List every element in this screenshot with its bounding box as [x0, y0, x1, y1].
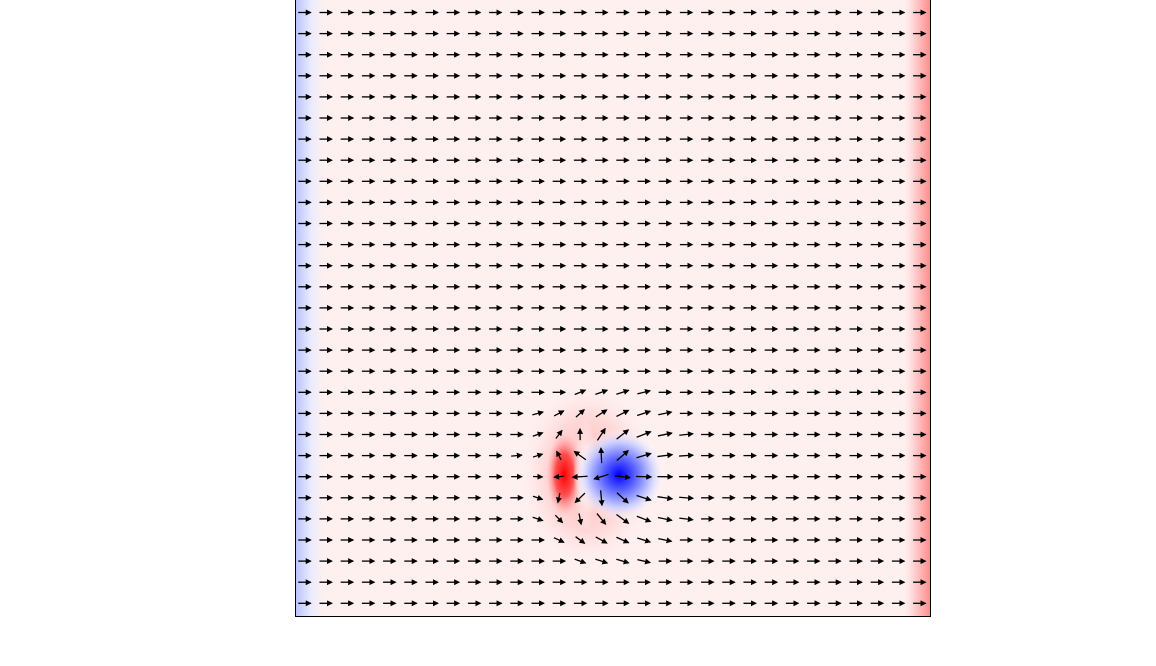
field-arrow [553, 473, 564, 480]
field-arrow [636, 473, 653, 480]
field-arrow [553, 537, 565, 543]
field-arrow [657, 452, 674, 459]
field-arrow [636, 430, 652, 438]
field-arrow [574, 558, 587, 565]
field-arrow [598, 447, 605, 464]
field-arrow [555, 429, 563, 439]
field-arrow [553, 410, 565, 417]
field-arrow [658, 410, 673, 416]
field-arrow [596, 513, 607, 525]
field-arrow [511, 452, 523, 459]
field-arrow [556, 450, 562, 461]
field-arrow [616, 536, 630, 544]
vector-field-plot [295, 0, 931, 617]
field-arrow [636, 452, 652, 459]
field-arrow [598, 490, 605, 507]
field-arrow [679, 452, 695, 459]
field-arrow [616, 558, 630, 565]
field-arrow [679, 516, 694, 523]
field-arrow [679, 494, 695, 501]
field-arrow [532, 452, 544, 459]
field-arrow [616, 492, 629, 504]
negative-lobe [573, 428, 666, 521]
field-arrow [614, 474, 631, 480]
field-arrow [657, 431, 673, 438]
field-arrow [636, 409, 652, 417]
field-arrow [616, 450, 629, 461]
field-arrow [573, 450, 587, 461]
field-arrow [657, 516, 673, 523]
field-arrow [554, 514, 564, 524]
field-arrow [593, 473, 609, 481]
field-arrow [636, 494, 652, 502]
field-arrow [595, 389, 609, 396]
positive-lobe-core [546, 432, 583, 517]
field-arrow [532, 494, 544, 501]
field-arrow [616, 429, 630, 440]
field-arrow [658, 537, 673, 544]
field-arrow [679, 431, 694, 438]
field-arrow [657, 495, 674, 502]
field-arrow [616, 513, 630, 524]
field-arrow [577, 513, 584, 526]
field-arrow [532, 516, 544, 522]
field-arrow [595, 409, 608, 418]
field-arrow [574, 389, 587, 396]
field-arrow [636, 515, 652, 523]
field-arrow [595, 536, 608, 544]
field-arrow [532, 431, 544, 438]
field-arrow [556, 493, 562, 504]
field-arrow [616, 389, 630, 395]
field-arrow [637, 558, 652, 565]
field-arrow [532, 410, 544, 417]
field-arrow [575, 409, 585, 418]
field-arrow [574, 492, 586, 504]
field-arrow [596, 427, 606, 441]
field-arrow [637, 537, 652, 544]
field-arrow [571, 473, 588, 480]
field-arrow [616, 409, 630, 418]
field-arrow [595, 558, 609, 565]
field-arrow [637, 389, 652, 395]
field-arrow [575, 536, 586, 544]
